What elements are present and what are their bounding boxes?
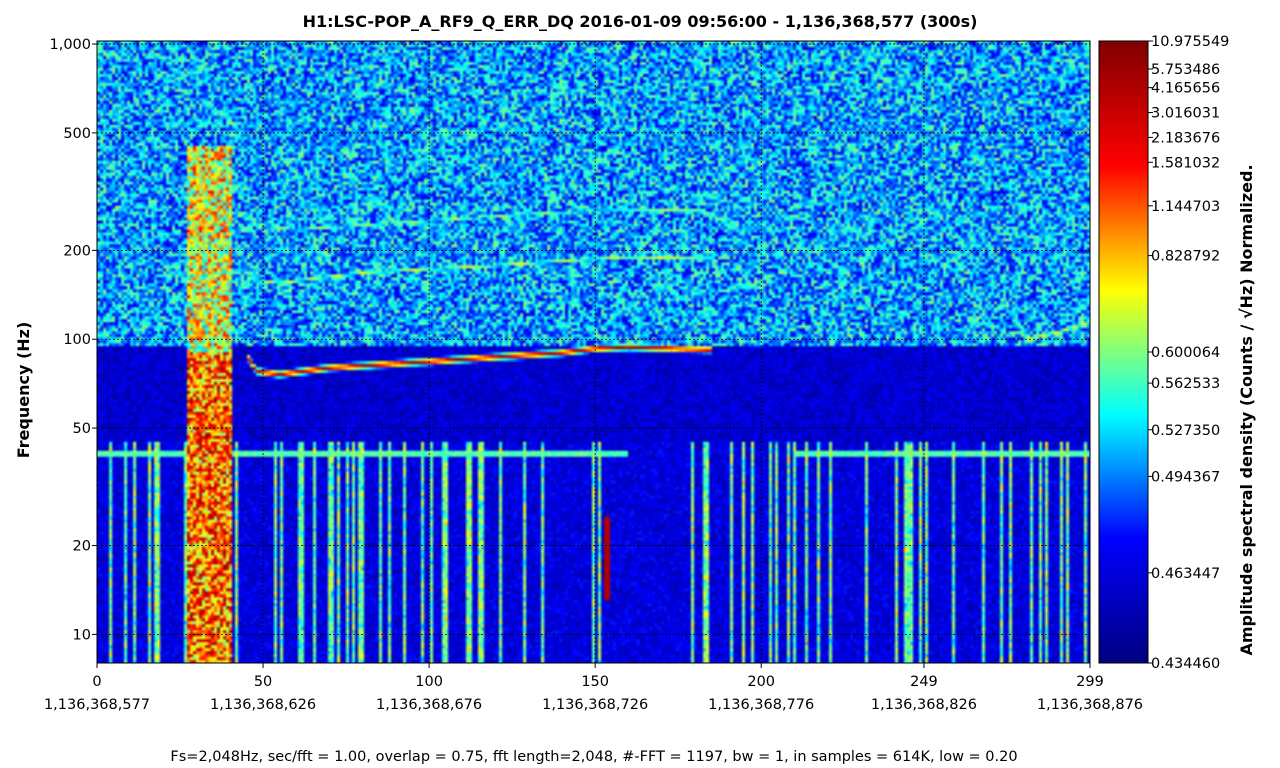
x-tick-label: 150 [581, 674, 609, 690]
y-tick-label: 50 [73, 421, 91, 437]
colorbar-tick-label: 5.753486 [1151, 62, 1220, 78]
x-tick-label: 200 [747, 674, 775, 690]
colorbar-tick-label: 10.975549 [1151, 34, 1229, 50]
y-tick-label: 500 [63, 126, 91, 142]
colorbar-tick-label: 0.562533 [1151, 376, 1220, 392]
colorbar-tick-label: 3.016031 [1151, 106, 1220, 122]
colorbar [1098, 40, 1149, 664]
x-tick-gps-label: 1,136,368,776 [708, 697, 814, 713]
x-tick-gps-label: 1,136,368,626 [210, 697, 316, 713]
footer-params: Fs=2,048Hz, sec/fft = 1.00, overlap = 0.… [170, 749, 1017, 765]
x-tick-gps-label: 1,136,368,676 [376, 697, 482, 713]
spectrogram-plot [97, 41, 1090, 663]
y-tick-label: 20 [73, 539, 91, 555]
x-tick-gps-label: 1,136,368,726 [542, 697, 648, 713]
colorbar-label: Amplitude spectral density (Counts / √Hz… [1237, 164, 1256, 655]
y-axis: 10 20 50 100 200 500 1,000 [49, 37, 97, 643]
colorbar-tick-label: 0.434460 [1151, 656, 1220, 672]
x-tick-gps-label: 1,136,368,876 [1037, 697, 1143, 713]
colorbar-tick-label: 2.183676 [1151, 130, 1220, 146]
chart-title: H1:LSC-POP_A_RF9_Q_ERR_DQ 2016-01-09 09:… [303, 12, 978, 31]
colorbar-tick-label: 4.165656 [1151, 81, 1220, 97]
x-tick-label: 249 [910, 674, 938, 690]
y-tick-label: 10 [73, 627, 91, 643]
x-tick-gps-label: 1,136,368,577 [44, 697, 150, 713]
y-tick-label: 1,000 [49, 37, 91, 53]
x-tick-gps-label: 1,136,368,826 [871, 697, 977, 713]
plot-frame [96, 40, 1091, 664]
grid [96, 41, 1091, 663]
y-tick-label: 100 [63, 332, 91, 348]
x-tick-label: 0 [92, 674, 101, 690]
x-tick-label: 100 [415, 674, 443, 690]
colorbar-tick-label: 0.600064 [1151, 345, 1220, 361]
colorbar-tick-label: 1.144703 [1151, 199, 1220, 215]
colorbar-ticks: 10.975549 5.753486 4.165656 3.016031 2.18367… [1148, 34, 1229, 672]
x-tick-label: 50 [254, 674, 272, 690]
colorbar-tick-label: 0.527350 [1151, 423, 1220, 439]
colorbar-tick-label: 0.463447 [1151, 566, 1220, 582]
y-axis-label: Frequency (Hz) [14, 322, 33, 459]
colorbar-tick-label: 0.828792 [1151, 249, 1220, 265]
colorbar-tick-label: 1.581032 [1151, 155, 1220, 171]
y-tick-label: 200 [63, 243, 91, 259]
x-axis: 0 1,136,368,577 50 1,136,368,626 100 1,136,36… [44, 663, 1143, 713]
x-tick-label: 299 [1076, 674, 1104, 690]
spectrogram-image [97, 41, 1090, 663]
colorbar-tick-label: 0.494367 [1151, 469, 1220, 485]
